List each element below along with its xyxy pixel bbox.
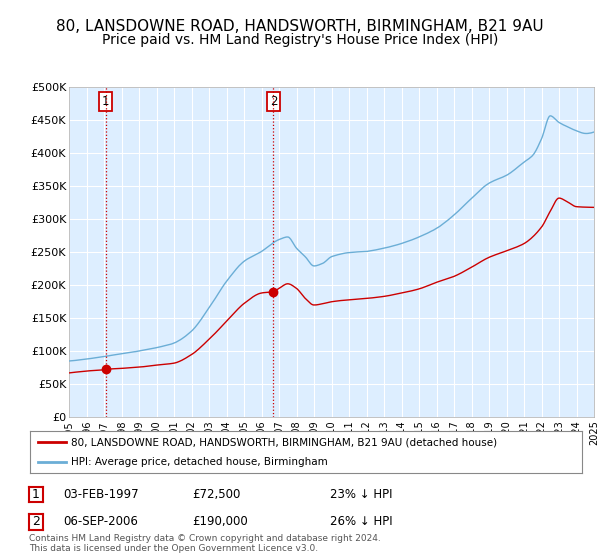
Text: 23% ↓ HPI: 23% ↓ HPI [330, 488, 392, 501]
Text: 1: 1 [102, 95, 109, 108]
Text: 06-SEP-2006: 06-SEP-2006 [63, 515, 138, 529]
Text: 03-FEB-1997: 03-FEB-1997 [63, 488, 139, 501]
Text: 2: 2 [32, 515, 40, 529]
Text: 80, LANSDOWNE ROAD, HANDSWORTH, BIRMINGHAM, B21 9AU (detached house): 80, LANSDOWNE ROAD, HANDSWORTH, BIRMINGH… [71, 437, 497, 447]
Text: 2: 2 [269, 95, 277, 108]
Text: Price paid vs. HM Land Registry's House Price Index (HPI): Price paid vs. HM Land Registry's House … [102, 33, 498, 47]
Text: 1: 1 [32, 488, 40, 501]
Text: 26% ↓ HPI: 26% ↓ HPI [330, 515, 392, 529]
Text: 80, LANSDOWNE ROAD, HANDSWORTH, BIRMINGHAM, B21 9AU: 80, LANSDOWNE ROAD, HANDSWORTH, BIRMINGH… [56, 20, 544, 34]
Text: Contains HM Land Registry data © Crown copyright and database right 2024.
This d: Contains HM Land Registry data © Crown c… [29, 534, 380, 553]
Text: £190,000: £190,000 [192, 515, 248, 529]
Text: £72,500: £72,500 [192, 488, 241, 501]
Text: HPI: Average price, detached house, Birmingham: HPI: Average price, detached house, Birm… [71, 458, 328, 467]
